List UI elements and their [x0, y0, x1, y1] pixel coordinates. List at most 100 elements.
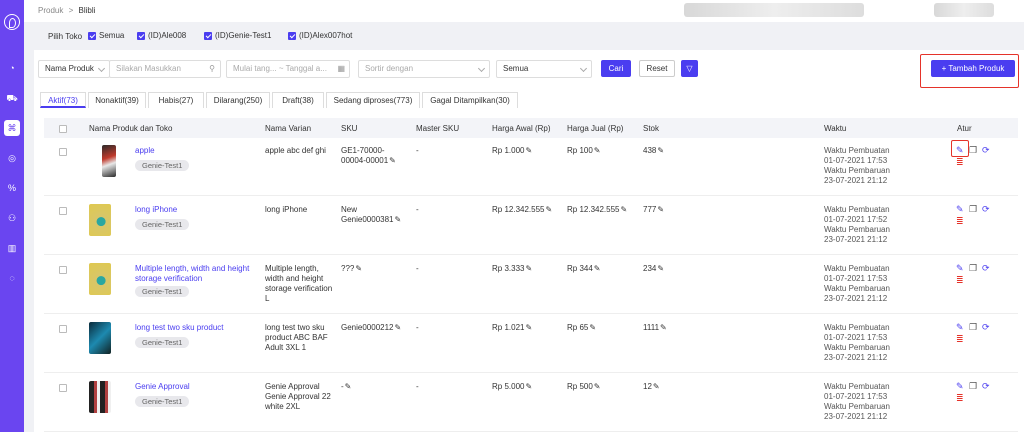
- copy-icon[interactable]: ❐: [969, 204, 978, 214]
- edit-price-sale-icon[interactable]: ✎: [593, 146, 601, 155]
- chart-icon[interactable]: ▥: [7, 243, 17, 253]
- edit-price-original-icon[interactable]: ✎: [545, 205, 553, 214]
- table-row: long iPhone Genie-Test1 long iPhone New …: [44, 197, 1018, 255]
- product-name-link[interactable]: apple: [135, 146, 155, 155]
- edit-price-original-icon[interactable]: ✎: [525, 264, 533, 273]
- edit-price-sale-icon[interactable]: ✎: [620, 205, 628, 214]
- sync-icon[interactable]: ⟳: [982, 322, 990, 332]
- col-master-sku: Master SKU: [416, 124, 460, 133]
- search-button[interactable]: Cari: [601, 60, 631, 77]
- edit-product-icon[interactable]: ✎: [956, 322, 964, 332]
- discount-icon[interactable]: %: [7, 183, 16, 193]
- sku-value: ???: [341, 264, 355, 273]
- edit-stock-icon[interactable]: ✎: [652, 382, 660, 391]
- copy-icon[interactable]: ❐: [969, 263, 978, 273]
- variant-name: Genie Approval Genie Approval 22 white 2…: [265, 382, 331, 411]
- edit-stock-icon[interactable]: ✎: [660, 323, 667, 332]
- edit-sku-icon[interactable]: ✎: [394, 323, 402, 332]
- updated-label: Waktu Pembaruan: [824, 166, 890, 175]
- tab-draft[interactable]: Draft(38): [272, 92, 324, 108]
- delete-icon[interactable]: ≣: [956, 216, 964, 226]
- edit-product-icon[interactable]: ✎: [956, 381, 964, 391]
- edit-price-sale-icon[interactable]: ✎: [593, 264, 601, 273]
- created-time: 01-07-2021 17:53: [824, 333, 888, 342]
- sync-icon[interactable]: ⟳: [982, 204, 990, 214]
- delete-icon[interactable]: ≣: [956, 334, 964, 344]
- row-checkbox[interactable]: [59, 207, 67, 215]
- tab-habis[interactable]: Habis(27): [148, 92, 204, 108]
- reset-button[interactable]: Reset: [639, 60, 675, 77]
- status-select[interactable]: Semua: [496, 60, 592, 78]
- created-label: Waktu Pembuatan: [824, 264, 890, 273]
- edit-sku-icon[interactable]: ✎: [355, 264, 363, 273]
- copy-icon[interactable]: ❐: [969, 322, 978, 332]
- product-name-link[interactable]: long iPhone: [135, 205, 178, 214]
- edit-product-icon[interactable]: ✎: [956, 263, 964, 273]
- product-thumbnail[interactable]: [102, 145, 116, 177]
- chat-icon[interactable]: ◌: [9, 273, 15, 283]
- edit-stock-icon[interactable]: ✎: [657, 146, 665, 155]
- store-checkbox-genie-test1[interactable]: (ID)Genie-Test1: [204, 31, 271, 40]
- sale-price: Rp 65: [567, 323, 589, 332]
- cart-icon[interactable]: ⛟: [6, 93, 18, 103]
- edit-stock-icon[interactable]: ✎: [657, 264, 665, 273]
- date-range-picker[interactable]: Mulai tang... ~ Tanggal a... ▦: [226, 60, 350, 78]
- tab-aktif[interactable]: Aktif(73): [40, 92, 86, 108]
- store-selector: Pilih Toko Semua (ID)Ale008 (ID)Genie-Te…: [38, 26, 1018, 44]
- edit-sku-icon[interactable]: ✎: [394, 215, 402, 224]
- row-checkbox[interactable]: [59, 384, 67, 392]
- copy-icon[interactable]: ❐: [969, 145, 978, 155]
- edit-product-icon[interactable]: ✎: [956, 145, 964, 155]
- sort-select[interactable]: Sortir dengan: [358, 60, 490, 78]
- select-all-checkbox[interactable]: [59, 124, 67, 133]
- edit-sku-icon[interactable]: ✎: [344, 382, 352, 391]
- product-thumbnail[interactable]: [89, 263, 111, 295]
- filter-icon: ▽: [686, 64, 693, 73]
- delete-icon[interactable]: ≣: [956, 275, 964, 285]
- users-icon[interactable]: ⚇: [7, 213, 17, 223]
- edit-sku-icon[interactable]: ✎: [389, 156, 396, 165]
- product-thumbnail[interactable]: [89, 204, 111, 236]
- store-checkbox-alex007hot[interactable]: (ID)Alex007hot: [288, 31, 352, 40]
- sync-icon[interactable]: ⟳: [982, 145, 990, 155]
- sync-icon[interactable]: ⟳: [982, 263, 990, 273]
- add-product-button[interactable]: + Tambah Produk: [931, 60, 1015, 77]
- product-name-link[interactable]: Genie Approval: [135, 382, 190, 391]
- breadcrumb: Produk > Blibli: [38, 6, 95, 15]
- edit-price-original-icon[interactable]: ✎: [525, 146, 533, 155]
- store-checkbox-ale008[interactable]: (ID)Ale008: [137, 31, 186, 40]
- product-thumbnail[interactable]: [89, 381, 111, 413]
- search-input[interactable]: Silakan Masukkan ⚲: [109, 60, 221, 78]
- product-name-link[interactable]: long test two sku product: [135, 323, 224, 332]
- table-header: Nama Produk dan Toko Nama Varian SKU Mas…: [44, 118, 1018, 138]
- delete-icon[interactable]: ≣: [956, 393, 964, 403]
- tab-gagal-ditampilkan[interactable]: Gagal Ditampilkan(30): [422, 92, 518, 108]
- copy-icon[interactable]: ❐: [969, 381, 978, 391]
- tab-nonaktif[interactable]: Nonaktif(39): [88, 92, 146, 108]
- product-icon[interactable]: ⌘: [4, 120, 20, 136]
- product-name-link[interactable]: Multiple length, width and height storag…: [135, 264, 250, 283]
- filter-button[interactable]: ▽: [681, 60, 698, 77]
- row-checkbox[interactable]: [59, 266, 67, 274]
- edit-price-sale-icon[interactable]: ✎: [589, 323, 597, 332]
- stock-value: 777: [643, 205, 657, 214]
- updated-label: Waktu Pembaruan: [824, 343, 890, 352]
- tab-dilarang[interactable]: Dilarang(250): [206, 92, 270, 108]
- row-checkbox[interactable]: [59, 325, 67, 333]
- search-field-select[interactable]: Nama Produk: [38, 60, 110, 78]
- row-checkbox[interactable]: [59, 148, 67, 156]
- dashboard-icon[interactable]: ◔: [9, 63, 15, 73]
- delete-icon[interactable]: ≣: [956, 157, 964, 167]
- edit-price-original-icon[interactable]: ✎: [525, 382, 533, 391]
- box-icon[interactable]: ◎: [8, 153, 16, 163]
- edit-stock-icon[interactable]: ✎: [657, 205, 665, 214]
- edit-product-icon[interactable]: ✎: [956, 204, 964, 214]
- sale-price: Rp 500: [567, 382, 593, 391]
- store-checkbox-all[interactable]: Semua: [88, 31, 124, 40]
- breadcrumb-root[interactable]: Produk: [38, 6, 64, 15]
- product-thumbnail[interactable]: [89, 322, 111, 354]
- sync-icon[interactable]: ⟳: [982, 381, 990, 391]
- tab-sedang-diproses[interactable]: Sedang diproses(773): [326, 92, 420, 108]
- edit-price-original-icon[interactable]: ✎: [525, 323, 533, 332]
- edit-price-sale-icon[interactable]: ✎: [593, 382, 601, 391]
